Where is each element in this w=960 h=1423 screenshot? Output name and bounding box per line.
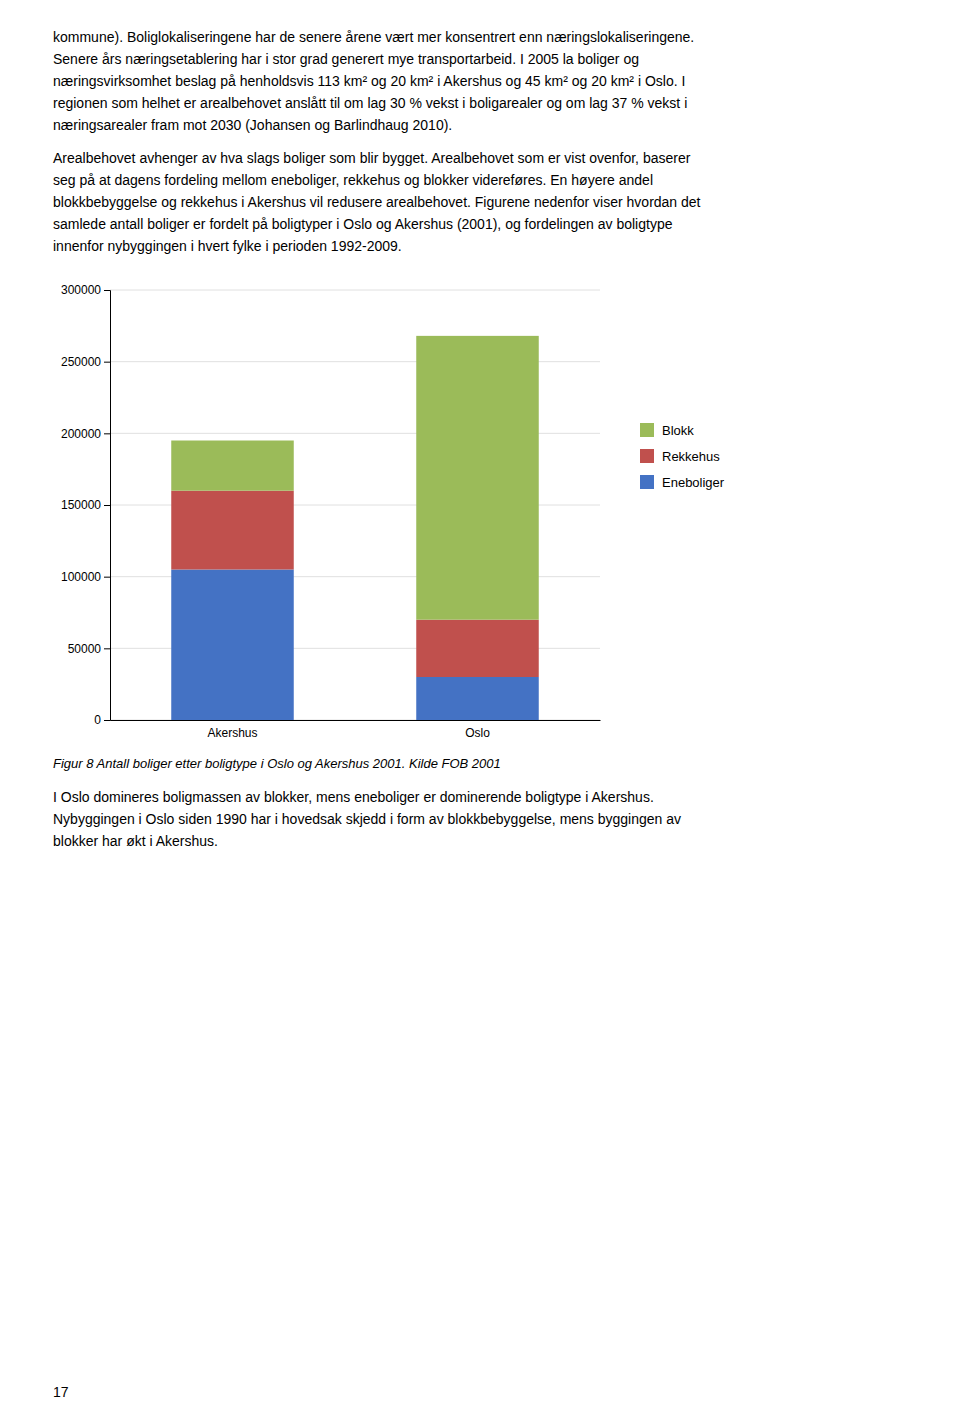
body-text: seg på at dagens fordeling mellom enebol… xyxy=(53,172,653,188)
bar xyxy=(171,441,294,491)
page-number: 17 xyxy=(53,1384,69,1400)
body-text: næringsarealer fram mot 2030 (Johansen o… xyxy=(53,117,452,133)
legend-swatch xyxy=(640,475,654,489)
x-axis: Akershus Oslo xyxy=(111,721,601,740)
x-tick: Oslo xyxy=(465,726,490,740)
body-text: innenfor nybyggingen i hvert fylke i per… xyxy=(53,238,402,254)
y-tick: 100000 xyxy=(61,570,110,584)
y-tick-mark xyxy=(104,577,110,578)
legend-label: Rekkehus xyxy=(662,449,720,464)
legend-item: Rekkehus xyxy=(640,449,720,464)
y-tick: 0 xyxy=(94,713,110,727)
legend-item: Blokk xyxy=(640,423,694,438)
y-tick: 200000 xyxy=(61,427,110,441)
body-text: Senere års næringsetablering har i stor … xyxy=(53,51,639,67)
bar xyxy=(171,491,294,570)
body-text: Nybyggingen i Oslo siden 1990 har i hove… xyxy=(53,811,681,827)
body-text: kommune). Boliglokaliseringene har de se… xyxy=(53,29,694,45)
legend-label: Blokk xyxy=(662,423,694,438)
bar-series xyxy=(171,336,539,620)
body-text: samlede antall boliger er fordelt på bol… xyxy=(53,216,673,232)
y-tick: 150000 xyxy=(61,498,110,512)
y-tick: 50000 xyxy=(68,642,110,656)
x-tick-label: Akershus xyxy=(207,726,257,740)
grid-line xyxy=(110,290,600,291)
page: kommune). Boliglokaliseringene har de se… xyxy=(0,0,960,1423)
grid xyxy=(110,290,600,720)
bar xyxy=(416,677,539,720)
y-tick-label: 150000 xyxy=(61,498,101,512)
caption: Figur 8 Antall boliger etter boligtype i… xyxy=(53,756,501,771)
body-text: næringsvirksomhet beslag på henholdsvis … xyxy=(53,73,685,89)
x-axis-line xyxy=(111,720,601,721)
legend-swatch xyxy=(640,423,654,437)
text-below: I Oslo domineres boligmassen av blokker,… xyxy=(53,789,681,849)
y-tick-label: 200000 xyxy=(61,427,101,441)
y-tick-label: 0 xyxy=(94,713,101,727)
legend: Blokk Rekkehus Eneboliger xyxy=(640,423,725,490)
legend-item: Eneboliger xyxy=(640,475,725,490)
legend-label: Eneboliger xyxy=(662,475,725,490)
y-tick-mark xyxy=(104,433,110,434)
y-tick-label: 300000 xyxy=(61,283,101,297)
bar xyxy=(416,336,539,620)
y-tick-label: 50000 xyxy=(68,642,102,656)
bars xyxy=(171,336,539,720)
y-tick-label: 250000 xyxy=(61,355,101,369)
x-tick: Akershus xyxy=(207,726,257,740)
y-tick-mark xyxy=(104,720,110,721)
y-tick-mark xyxy=(104,505,110,506)
body-text: blokkbebyggelse og rekkehus i Akershus v… xyxy=(53,194,701,210)
y-tick-mark xyxy=(104,648,110,649)
x-tick-label: Oslo xyxy=(465,726,490,740)
bar xyxy=(416,620,539,677)
y-tick: 300000 xyxy=(61,283,110,297)
y-tick-mark xyxy=(104,290,110,291)
y-tick-mark xyxy=(104,362,110,363)
text-above: kommune). Boliglokaliseringene har de se… xyxy=(53,29,701,254)
body-text: blokker har økt i Akershus. xyxy=(53,833,218,849)
y-tick: 250000 xyxy=(61,355,110,369)
y-axis: 0 50000 100000 150000 200000 250000 300000 xyxy=(61,283,111,727)
bar xyxy=(171,570,294,721)
body-text: regionen som helhet er arealbehovet ansl… xyxy=(53,95,687,111)
body-text: Arealbehovet avhenger av hva slags bolig… xyxy=(53,150,691,166)
chart: 0 50000 100000 150000 200000 250000 300000 Aker… xyxy=(61,283,725,739)
y-axis-line xyxy=(104,291,111,721)
legend-swatch xyxy=(640,449,654,463)
body-text: I Oslo domineres boligmassen av blokker,… xyxy=(53,789,654,805)
y-tick-label: 100000 xyxy=(61,570,101,584)
